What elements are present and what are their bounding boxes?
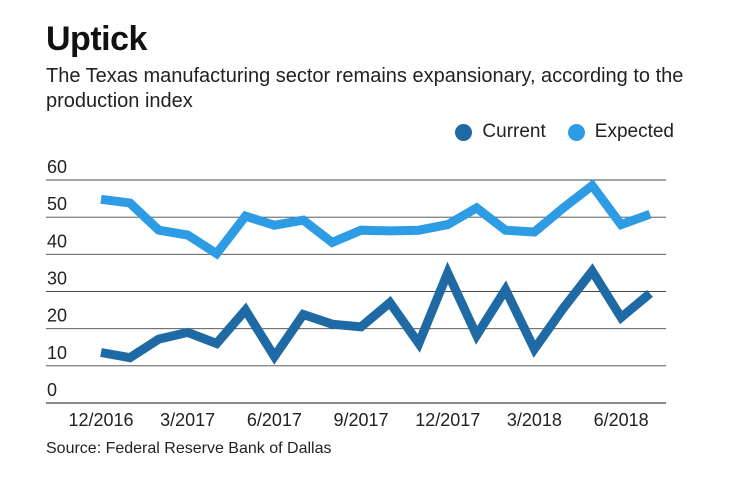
legend-item-current: Current xyxy=(455,121,546,143)
source-note: Source: Federal Reserve Bank of Dallas xyxy=(46,440,332,457)
chart-title: Uptick xyxy=(46,20,147,58)
y-tick-label: 40 xyxy=(47,231,67,251)
x-tick-label: 6/2017 xyxy=(247,410,302,430)
legend: Current Expected xyxy=(433,121,674,143)
series-line-current xyxy=(100,261,653,365)
legend-label-expected: Expected xyxy=(594,121,674,142)
legend-marker-expected xyxy=(567,123,585,141)
y-tick-label: 0 xyxy=(47,380,57,400)
x-tick-label: 3/2017 xyxy=(160,410,215,430)
y-tick-label: 50 xyxy=(47,194,67,214)
y-tick-label: 20 xyxy=(47,306,67,326)
series-lines xyxy=(100,179,653,365)
x-tick-label: 9/2017 xyxy=(334,410,389,430)
legend-marker-current xyxy=(455,123,473,141)
chart-subtitle: The Texas manufacturing sector remains e… xyxy=(46,65,684,112)
y-tick-label: 10 xyxy=(47,343,67,363)
series-line-expected xyxy=(100,179,652,260)
x-axis-ticks: 12/2016 3/2017 6/2017 9/2017 12/2017 3/2018 6/… xyxy=(68,410,648,430)
legend-item-expected: Expected xyxy=(567,121,674,143)
y-axis-ticks: 0 10 20 30 40 50 60 xyxy=(47,157,67,400)
x-tick-label: 3/2018 xyxy=(507,410,562,430)
y-tick-label: 60 xyxy=(47,157,67,177)
x-tick-label: 6/2018 xyxy=(594,410,649,430)
legend-label-current: Current xyxy=(482,121,546,142)
y-tick-label: 30 xyxy=(47,269,67,289)
x-tick-label: 12/2017 xyxy=(415,410,480,430)
x-tick-label: 12/2016 xyxy=(68,410,133,430)
